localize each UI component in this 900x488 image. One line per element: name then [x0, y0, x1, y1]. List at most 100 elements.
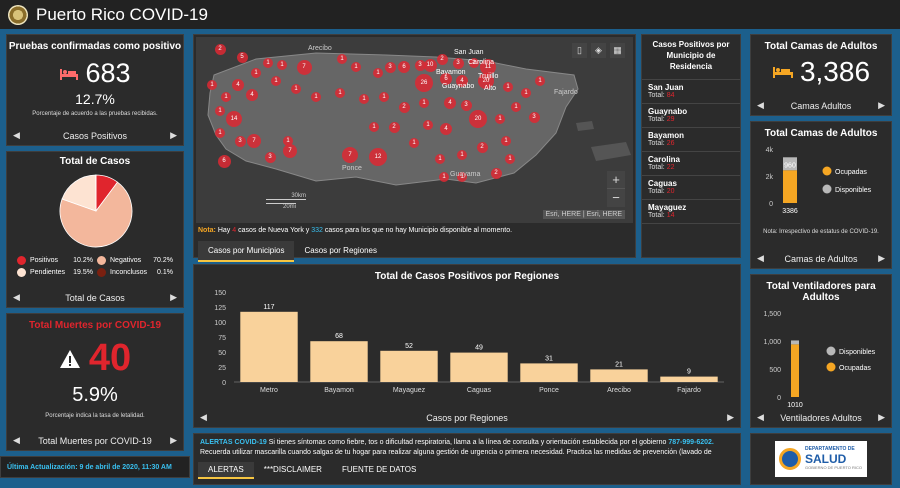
- case-bubble[interactable]: 3: [528, 111, 540, 123]
- case-bubble[interactable]: 1: [251, 68, 261, 78]
- case-bubble[interactable]: 2: [490, 167, 502, 179]
- case-bubble[interactable]: 4: [440, 123, 452, 135]
- prev-arrow-icon[interactable]: ◀: [757, 412, 764, 422]
- case-bubble[interactable]: 4: [444, 97, 456, 109]
- next-arrow-icon[interactable]: ▶: [170, 130, 177, 140]
- case-bubble[interactable]: 2: [388, 121, 400, 133]
- case-bubble[interactable]: 1: [263, 58, 273, 68]
- case-bubble[interactable]: 1: [337, 54, 347, 64]
- case-bubble[interactable]: 5: [236, 51, 248, 63]
- bar[interactable]: [380, 350, 438, 382]
- case-bubble[interactable]: 10: [423, 58, 437, 72]
- case-bubble[interactable]: 1: [271, 76, 281, 86]
- next-arrow-icon[interactable]: ▶: [170, 435, 177, 445]
- next-arrow-icon[interactable]: ▶: [170, 292, 177, 302]
- case-bubble[interactable]: 7: [247, 134, 261, 148]
- list-item[interactable]: Carolina Total: 22: [642, 152, 740, 176]
- case-bubble[interactable]: 1: [221, 92, 231, 102]
- case-bubble[interactable]: 1: [369, 122, 379, 132]
- bar[interactable]: [450, 352, 508, 382]
- case-bubble[interactable]: 1: [501, 136, 511, 146]
- prev-arrow-icon[interactable]: ◀: [757, 253, 764, 263]
- prev-arrow-icon[interactable]: ◀: [13, 130, 20, 140]
- case-bubble[interactable]: 2: [214, 43, 226, 55]
- bar[interactable]: [660, 376, 718, 382]
- case-bubble[interactable]: 6: [440, 73, 452, 85]
- case-bubble[interactable]: 1: [521, 88, 531, 98]
- case-bubble[interactable]: 14: [226, 111, 242, 127]
- case-bubble[interactable]: 2: [398, 101, 410, 113]
- case-bubble[interactable]: 1: [457, 172, 467, 182]
- layers-icon[interactable]: ◈: [591, 43, 606, 58]
- case-bubble[interactable]: 20: [478, 73, 494, 89]
- list-item[interactable]: Guaynabo Total: 29: [642, 104, 740, 128]
- case-bubble[interactable]: 1: [503, 82, 513, 92]
- tab-disclaimer[interactable]: ***DISCLAIMER: [263, 465, 322, 474]
- case-bubble[interactable]: 4: [246, 89, 258, 101]
- case-bubble[interactable]: 1: [207, 80, 217, 90]
- case-bubble[interactable]: 4: [456, 75, 468, 87]
- prev-arrow-icon[interactable]: ◀: [13, 435, 20, 445]
- case-bubble[interactable]: 3: [414, 59, 426, 71]
- case-bubble[interactable]: 1: [469, 58, 479, 68]
- prev-arrow-icon[interactable]: ◀: [757, 100, 764, 110]
- case-bubble[interactable]: 1: [351, 62, 361, 72]
- case-bubble[interactable]: 1: [277, 60, 287, 70]
- case-bubble[interactable]: 1: [409, 138, 419, 148]
- case-bubble[interactable]: 1: [439, 172, 449, 182]
- case-bubble[interactable]: 1: [457, 150, 467, 160]
- map-view[interactable]: 2 5 1 1 1 7 1 1 1 3 6 3 10 2 3 1 11 6 4 26 20 1 1 1 1 1 4 4 1 1 1 1 1 1 2 1…: [196, 37, 633, 223]
- stacked-bar-segment[interactable]: [791, 340, 799, 345]
- case-bubble[interactable]: 20: [469, 110, 487, 128]
- case-bubble[interactable]: 1: [283, 136, 293, 146]
- zoom-in-button[interactable]: +: [607, 171, 625, 189]
- case-bubble[interactable]: 6: [217, 154, 231, 168]
- case-bubble[interactable]: 1: [505, 154, 515, 164]
- bar[interactable]: [520, 363, 578, 382]
- case-bubble[interactable]: 1: [311, 92, 321, 102]
- case-bubble[interactable]: 1: [419, 98, 429, 108]
- case-bubble[interactable]: 4: [232, 79, 244, 91]
- list-item[interactable]: Mayaguez Total: 14: [642, 200, 740, 224]
- case-bubble[interactable]: 6: [398, 61, 410, 73]
- case-bubble[interactable]: 11: [480, 59, 496, 75]
- case-bubble[interactable]: 1: [359, 94, 369, 104]
- basemap-gallery-icon[interactable]: ▦: [610, 43, 625, 58]
- case-bubble[interactable]: 2: [476, 141, 488, 153]
- case-bubble[interactable]: 1: [423, 120, 433, 130]
- tab-casos-por-municipios[interactable]: Casos por Municipios: [198, 241, 295, 262]
- case-bubble[interactable]: 7: [283, 144, 297, 158]
- tab-casos-por-regiones[interactable]: Casos por Regiones: [304, 246, 377, 255]
- case-bubble[interactable]: 1: [511, 102, 521, 112]
- case-bubble[interactable]: 3: [452, 57, 464, 69]
- case-bubble[interactable]: 3: [264, 151, 276, 163]
- next-arrow-icon[interactable]: ▶: [878, 253, 885, 263]
- stacked-bar-segment[interactable]: [791, 344, 799, 397]
- case-bubble[interactable]: 1: [335, 88, 345, 98]
- case-bubble[interactable]: 7: [342, 147, 358, 163]
- municipios-list[interactable]: San Juan Total: 84 Guaynabo Total: 29 Bayamo…: [642, 78, 740, 224]
- case-bubble[interactable]: 12: [369, 148, 387, 166]
- case-bubble[interactable]: 7: [296, 59, 312, 75]
- case-bubble[interactable]: 1: [435, 154, 445, 164]
- next-arrow-icon[interactable]: ▶: [878, 412, 885, 422]
- stacked-bar-segment[interactable]: [783, 170, 797, 203]
- next-arrow-icon[interactable]: ▶: [878, 100, 885, 110]
- bookmark-icon[interactable]: ▯: [572, 43, 587, 58]
- list-item[interactable]: Caguas Total: 20: [642, 176, 740, 200]
- stacked-bar-segment[interactable]: [783, 157, 797, 171]
- case-bubble[interactable]: 1: [215, 128, 225, 138]
- case-bubble[interactable]: 1: [535, 76, 545, 86]
- case-bubble[interactable]: 1: [495, 114, 505, 124]
- next-arrow-icon[interactable]: ▶: [727, 412, 734, 422]
- bar[interactable]: [240, 311, 298, 382]
- prev-arrow-icon[interactable]: ◀: [200, 412, 207, 422]
- case-bubble[interactable]: 2: [436, 53, 448, 65]
- tab-fuente-de-datos[interactable]: FUENTE DE DATOS: [341, 465, 417, 474]
- zoom-out-button[interactable]: −: [612, 190, 620, 205]
- pie-slice-negativos[interactable]: [59, 181, 133, 248]
- tab-alertas[interactable]: ALERTAS: [198, 462, 254, 479]
- bar[interactable]: [590, 369, 648, 382]
- list-item[interactable]: San Juan Total: 84: [642, 80, 740, 104]
- case-bubble[interactable]: 3: [234, 135, 246, 147]
